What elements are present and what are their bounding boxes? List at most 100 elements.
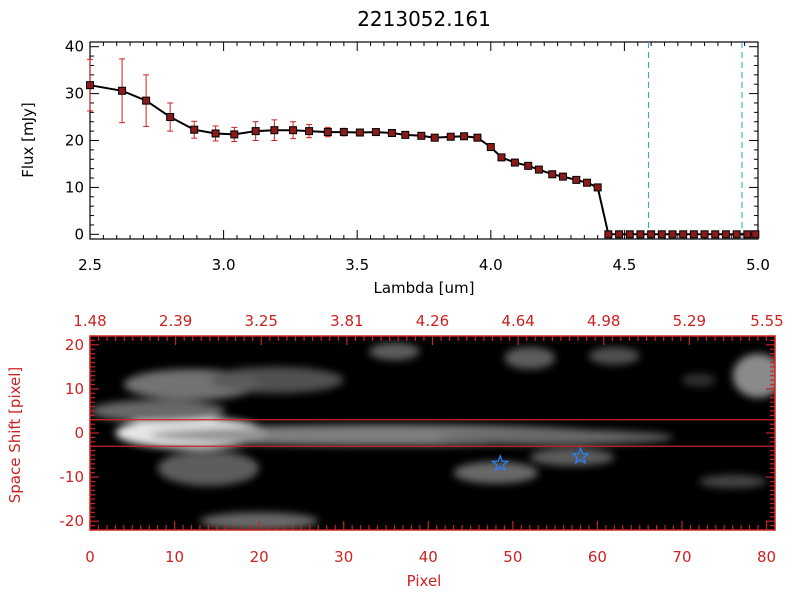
data-point — [558, 172, 567, 181]
image-blob — [681, 373, 716, 387]
x-axis-label: Pixel — [407, 572, 442, 590]
x-tick-label: 3.0 — [212, 256, 236, 274]
data-point — [251, 127, 260, 136]
data-point — [446, 132, 455, 141]
top-tick-label: 1.48 — [73, 312, 106, 330]
x-tick-label: 50 — [503, 548, 522, 566]
image-blob — [208, 366, 344, 394]
y-tick-label: 10 — [65, 178, 84, 196]
x-tick-label: 0 — [85, 548, 95, 566]
data-point — [732, 230, 741, 239]
data-point — [636, 230, 645, 239]
data-point — [270, 126, 279, 135]
x-tick-label: 20 — [250, 548, 269, 566]
data-point — [657, 230, 666, 239]
top-tick-label: 3.25 — [245, 312, 278, 330]
image-blob — [369, 342, 420, 361]
x-tick-label: 4.5 — [612, 256, 636, 274]
star-marker — [490, 454, 510, 472]
data-point — [582, 178, 591, 187]
y-tick-label: 0 — [74, 424, 84, 442]
x-tick-label: 5.0 — [746, 256, 770, 274]
x-tick-label: 10 — [165, 548, 184, 566]
image-blob — [504, 347, 556, 370]
data-point — [689, 230, 698, 239]
image-blob — [90, 399, 226, 422]
top-tick-label: 5.29 — [673, 312, 706, 330]
y-tick-label: 10 — [65, 380, 84, 398]
data-point — [497, 153, 506, 162]
data-point — [355, 128, 364, 137]
top-tick-label: 3.81 — [330, 312, 363, 330]
x-tick-label: 3.5 — [345, 256, 369, 274]
image-blob — [453, 461, 539, 484]
data-point — [473, 133, 482, 142]
data-point — [743, 230, 752, 239]
x-tick-label: 60 — [588, 548, 607, 566]
y-tick-label: 40 — [65, 38, 84, 56]
x-tick-label: 70 — [672, 548, 691, 566]
image-blob — [157, 450, 260, 486]
y-tick-label: 0 — [74, 225, 84, 243]
top-tick-label: 4.64 — [501, 312, 534, 330]
data-point — [417, 131, 426, 140]
spatial-image-plot: Pixel Space Shift [pixel] 0 10 20 30 40 50 60 7… — [6, 312, 784, 590]
y-tick-label: -20 — [60, 512, 85, 530]
star-marker — [571, 446, 590, 465]
data-point — [166, 113, 175, 122]
data-point — [211, 129, 220, 138]
image-blob — [529, 448, 615, 467]
y-tick-label: -10 — [60, 468, 85, 486]
y-tick-label: 20 — [65, 132, 84, 150]
data-point — [387, 128, 396, 137]
top-tick-label: 4.26 — [416, 312, 449, 330]
data-point — [486, 143, 495, 152]
data-point — [401, 130, 410, 139]
top-tick-label: 4.98 — [587, 312, 620, 330]
data-point — [86, 81, 94, 90]
image-blob — [732, 353, 775, 398]
data-point — [323, 128, 332, 137]
spectrum-plot: 2213052.161 Lambda [um] Flux [mJy] 2.5 3.… — [19, 7, 770, 297]
data-point — [339, 128, 348, 137]
data-point — [548, 170, 557, 179]
data-point — [593, 183, 602, 192]
data-point — [615, 230, 624, 239]
x-tick-label: 40 — [419, 548, 438, 566]
data-point — [460, 132, 469, 141]
data-point — [305, 127, 314, 136]
data-point — [371, 128, 380, 137]
series-line — [89, 84, 756, 236]
top-tick-label: 2.39 — [159, 312, 192, 330]
data-point — [668, 230, 677, 239]
data-point — [230, 130, 239, 139]
data-point — [118, 86, 127, 95]
y-axis-label: Space Shift [pixel] — [6, 367, 24, 504]
data-point — [572, 175, 581, 184]
x-tick-label: 2.5 — [78, 256, 102, 274]
data-point — [190, 125, 199, 134]
data-point — [142, 96, 151, 105]
data-point — [647, 230, 656, 239]
data-point — [751, 230, 760, 239]
data-point — [534, 165, 543, 174]
x-tick-label: 4.0 — [479, 256, 503, 274]
data-point — [604, 230, 613, 239]
image-blob — [436, 429, 674, 446]
data-point — [625, 230, 634, 239]
data-point — [524, 161, 533, 170]
top-tick-label: 5.55 — [750, 312, 783, 330]
data-point — [510, 158, 519, 167]
y-tick-label: 30 — [65, 85, 84, 103]
y-axis-label: Flux [mJy] — [19, 102, 37, 178]
x-tick-label: 30 — [334, 548, 353, 566]
data-point — [430, 133, 439, 142]
image-blob — [698, 474, 767, 489]
data-point — [679, 230, 688, 239]
data-point — [721, 230, 730, 239]
chart-title: 2213052.161 — [357, 7, 491, 31]
y-tick-label: 20 — [65, 336, 84, 354]
data-point — [700, 230, 709, 239]
image-blobs — [90, 342, 775, 530]
